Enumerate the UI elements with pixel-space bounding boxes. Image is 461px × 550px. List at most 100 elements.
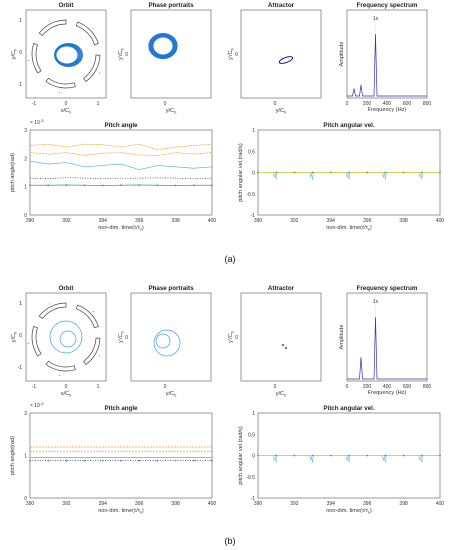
- pitchvel-spike-b-7: [382, 455, 387, 463]
- spectrum-xlabel-a: Frequency (Hz): [368, 107, 407, 113]
- pitch-marker-b-5: [120, 459, 122, 462]
- pitchvel-spike-a-9: [418, 172, 424, 180]
- pitchvel-ytick-a-1: 0.5: [248, 149, 255, 155]
- phase-ytick-b: 0: [125, 335, 128, 341]
- caption-b: (b): [225, 536, 236, 546]
- pitchvel-marker-a-6: [366, 171, 369, 174]
- pitch-xlabel-a-sub: s: [140, 227, 142, 232]
- phase-ylabel-a-sub: b: [120, 47, 125, 50]
- pitchvel-xtick-b-2: 394: [327, 501, 336, 507]
- pitchvel-xlabel-a-main: non-dim. time(τ/τ: [326, 225, 369, 231]
- pitchvel-marker-a-10: [439, 171, 441, 174]
- orbit-ylabel-b-main: y/C: [11, 334, 17, 342]
- phase-trace-b-inner: [155, 333, 171, 349]
- pitch-ylabel-b: pitch angle(rad): [10, 436, 16, 475]
- orbit-xlabel-b-main: x/C: [61, 391, 69, 397]
- pitch-xtick-b-1: 392: [62, 501, 71, 507]
- pitch-marker-a-1: [47, 184, 50, 187]
- pitch-xtick-a-4: 398: [171, 218, 180, 224]
- pitch-xtick-b-2: 394: [99, 501, 108, 507]
- pitch-marker-a-8: [174, 184, 177, 187]
- orbit-xtick-b-0: -1: [32, 384, 37, 390]
- pitch-xtick-b-3: 396: [135, 501, 144, 507]
- pitchvel-spike-b-1: [272, 455, 278, 463]
- pitchvel-ytick-b-1: 0.5: [248, 432, 255, 438]
- spectrum-title-a: Frequency spectrum: [357, 2, 418, 9]
- orbit-xlabel-a: x/Cb: [61, 108, 72, 115]
- phase-xtick-b: 0: [164, 384, 167, 390]
- phase-xlabel-b-sub: b: [174, 393, 177, 398]
- phase-xlabel-a-main: y/C: [166, 108, 174, 114]
- pitch-xtick-b-4: 398: [171, 501, 180, 507]
- pitchvel-spike-a-5: [345, 172, 351, 180]
- pitchvel-ytick-b-4: -1: [251, 496, 256, 502]
- pitch-title-b: Pitch angle: [104, 405, 138, 412]
- figure-a: Orbit Phase portraits Attractor Frequency s…: [10, 2, 444, 232]
- orbit-ytick-b-0: 1: [19, 301, 22, 307]
- pitch-marker-a-10: [211, 184, 213, 187]
- phase-trace-b-outer: [153, 329, 181, 357]
- pitchvel-xlabel-b: non-dim. time(τ/τs): [326, 508, 372, 515]
- orbit-xtick-a-2: 1: [97, 101, 100, 107]
- orbit-xlabel-a-main: x/C: [61, 108, 69, 114]
- pitch-marker-a-2: [65, 184, 68, 186]
- pitchvel-xtick-a-4: 398: [399, 218, 408, 224]
- pitchvel-marker-a-5: [348, 171, 350, 174]
- pitch-ytick-b-0: 2: [24, 411, 27, 417]
- pitch-marker-b-3: [83, 459, 86, 462]
- pitch-axes-a: [29, 129, 213, 216]
- pitchvel-xtick-b-4: 398: [399, 501, 408, 507]
- pitch-xlabel-a: non-dim. time(τ/τs): [98, 225, 144, 232]
- attractor-ylabel-a-sub: b: [230, 47, 235, 50]
- pad-marker-a-0: •: [93, 26, 95, 31]
- phase-xlabel-a: y/Cb: [166, 108, 177, 115]
- attractor-xlabel-b: y/Cb: [276, 391, 287, 398]
- pitch-marker-b-1: [47, 459, 50, 462]
- pitch-xtick-a-2: 394: [99, 218, 108, 224]
- attractor-ytick-b: 0: [235, 335, 238, 341]
- spectrum-xtick-b-3: 600: [403, 384, 412, 390]
- pitchvel-ylabel-a: pitch angular vel.(rad/s): [238, 143, 244, 202]
- pitchvel-spike-a-1: [272, 172, 278, 180]
- phase-ylabel-b-main: y'/C: [118, 333, 124, 342]
- pitch-marker-b-0: [29, 459, 31, 462]
- pad-marker-b-4: •: [99, 353, 101, 358]
- figure-b: Orbit Phase portraits Attractor Frequency s…: [10, 285, 444, 515]
- pitch-xlabel-b-end: ): [142, 508, 144, 514]
- pitch-xlabel-a-end: ): [142, 225, 144, 231]
- pitch-xtick-b-5: 400: [208, 501, 217, 507]
- pitch-axes-b: [29, 412, 213, 499]
- pitchvel-xtick-b-5: 400: [436, 501, 445, 507]
- pitchvel-xtick-a-5: 400: [436, 218, 445, 224]
- attractor-xtick-a: 0: [274, 101, 277, 107]
- phase-trace-a-2: [151, 35, 175, 57]
- bearing-pad-b-3: [45, 360, 76, 372]
- pitch-marker-b-2: [65, 459, 68, 462]
- bearing-pad-a-2: [31, 43, 42, 74]
- orbit-ylabel-a-sub: b: [13, 48, 18, 51]
- attractor-title-b: Attractor: [268, 285, 295, 292]
- pitchvel-marker-a-0: [257, 171, 259, 174]
- bearing-pad-b-0: [75, 304, 99, 329]
- pitch-xtick-a-3: 396: [135, 218, 144, 224]
- pitchvel-marker-a-3: [311, 171, 314, 174]
- pitchvel-ytick-a-3: -0.5: [246, 192, 255, 198]
- attractor-xlabel-b-main: y/C: [276, 391, 284, 397]
- spectrum-ylabel-a: Amplitude: [339, 42, 345, 67]
- attractor-xtick-b: 0: [274, 384, 277, 390]
- phase-xlabel-b: y/Cb: [166, 391, 177, 398]
- bearing-pad-b-1: [38, 302, 67, 320]
- spectrum-xtick-a-4: 800: [423, 101, 432, 107]
- spectrum-xtick-a-2: 400: [383, 101, 392, 107]
- pitch-series-a-1: [29, 152, 213, 156]
- pitchvel-marker-b-5: [348, 454, 350, 457]
- pad-marker-a-1: •: [49, 18, 51, 23]
- bearing-pad-b-4: [83, 337, 101, 365]
- pitch-ytick-a-1: 2: [24, 156, 27, 162]
- pitchvel-ylabel-b: pitch angular vel.(rad/s): [238, 426, 244, 485]
- pad-marker-b-1: •: [49, 301, 51, 306]
- pad-marker-b-2: •: [28, 340, 30, 345]
- phase-trace-a-0: [152, 36, 174, 56]
- pitch-marker-a-9: [192, 184, 195, 187]
